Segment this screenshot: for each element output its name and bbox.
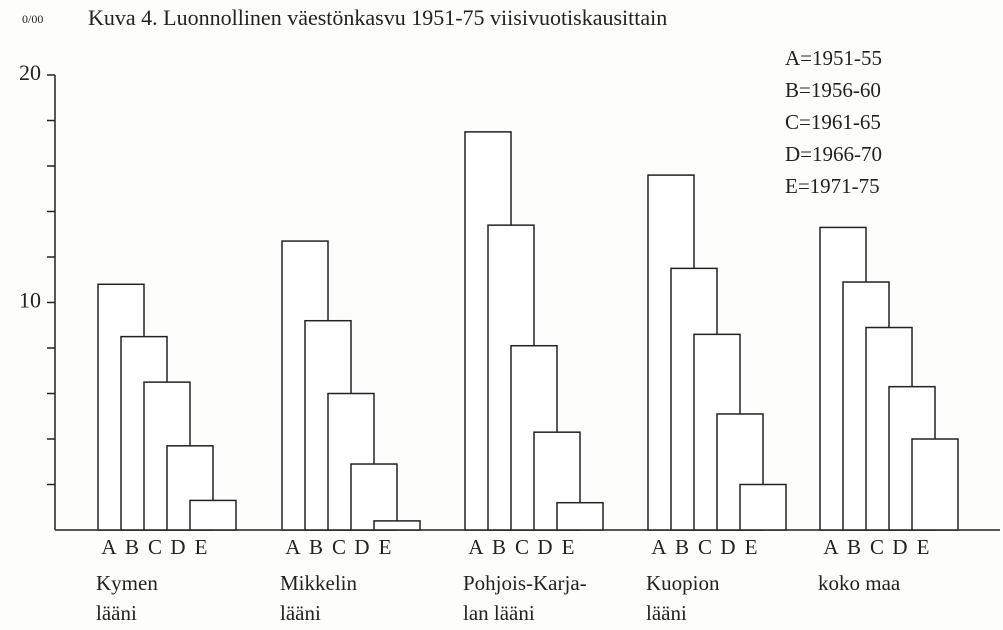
bar-letter: A [285,535,301,559]
bar-letter: C [148,535,162,559]
bar-letter: B [675,535,689,559]
bar [350,463,398,531]
bar-letter: E [562,535,575,559]
x-tick-label: lan lääni [463,601,535,625]
bar-letter: C [332,535,346,559]
bar-letter: B [309,535,323,559]
bar-letter: A [651,535,667,559]
bar-letter: B [492,535,506,559]
legend-entry: A=1951-55 [785,46,882,70]
bar-letter: C [870,535,884,559]
bar [739,483,787,531]
bar-letter: D [170,535,185,559]
legend-entry: E=1971-75 [785,174,880,198]
y-tick-label: 20 [19,60,41,85]
bar-letter: C [698,535,712,559]
bar [556,501,604,531]
y-unit: 0/00 [22,12,43,26]
bar-letter: A [468,535,484,559]
bar [373,520,421,531]
x-tick-label: lääni [646,601,687,625]
legend-entry: C=1961-65 [785,110,881,134]
bar-letter: D [720,535,735,559]
legend-entry: B=1956-60 [785,78,881,102]
x-tick-label: Kymen [96,571,158,595]
x-tick-label: Mikkelin [280,571,357,595]
chart-title: Kuva 4. Luonnollinen väestönkasvu 1951-7… [88,5,667,30]
bar-letter: A [101,535,117,559]
bar-letter: D [354,535,369,559]
x-tick-label: lääni [280,601,321,625]
bar [189,499,237,531]
x-tick-label: koko maa [818,571,901,595]
bar-letter: A [823,535,839,559]
bar-letter: D [892,535,907,559]
bar-letter: E [379,535,392,559]
x-tick-label: Kuopion [646,571,720,595]
bar [911,438,959,531]
bar-letter: E [195,535,208,559]
bar-letter: D [537,535,552,559]
x-tick-label: lääni [96,601,137,625]
bar-letter: B [125,535,139,559]
bar-letter: E [917,535,930,559]
bar-letter: C [515,535,529,559]
bar-letter: E [745,535,758,559]
legend-entry: D=1966-70 [785,142,882,166]
y-tick-label: 10 [19,288,41,313]
bar-letter: B [847,535,861,559]
x-tick-label: Pohjois-Karja- [463,571,587,595]
